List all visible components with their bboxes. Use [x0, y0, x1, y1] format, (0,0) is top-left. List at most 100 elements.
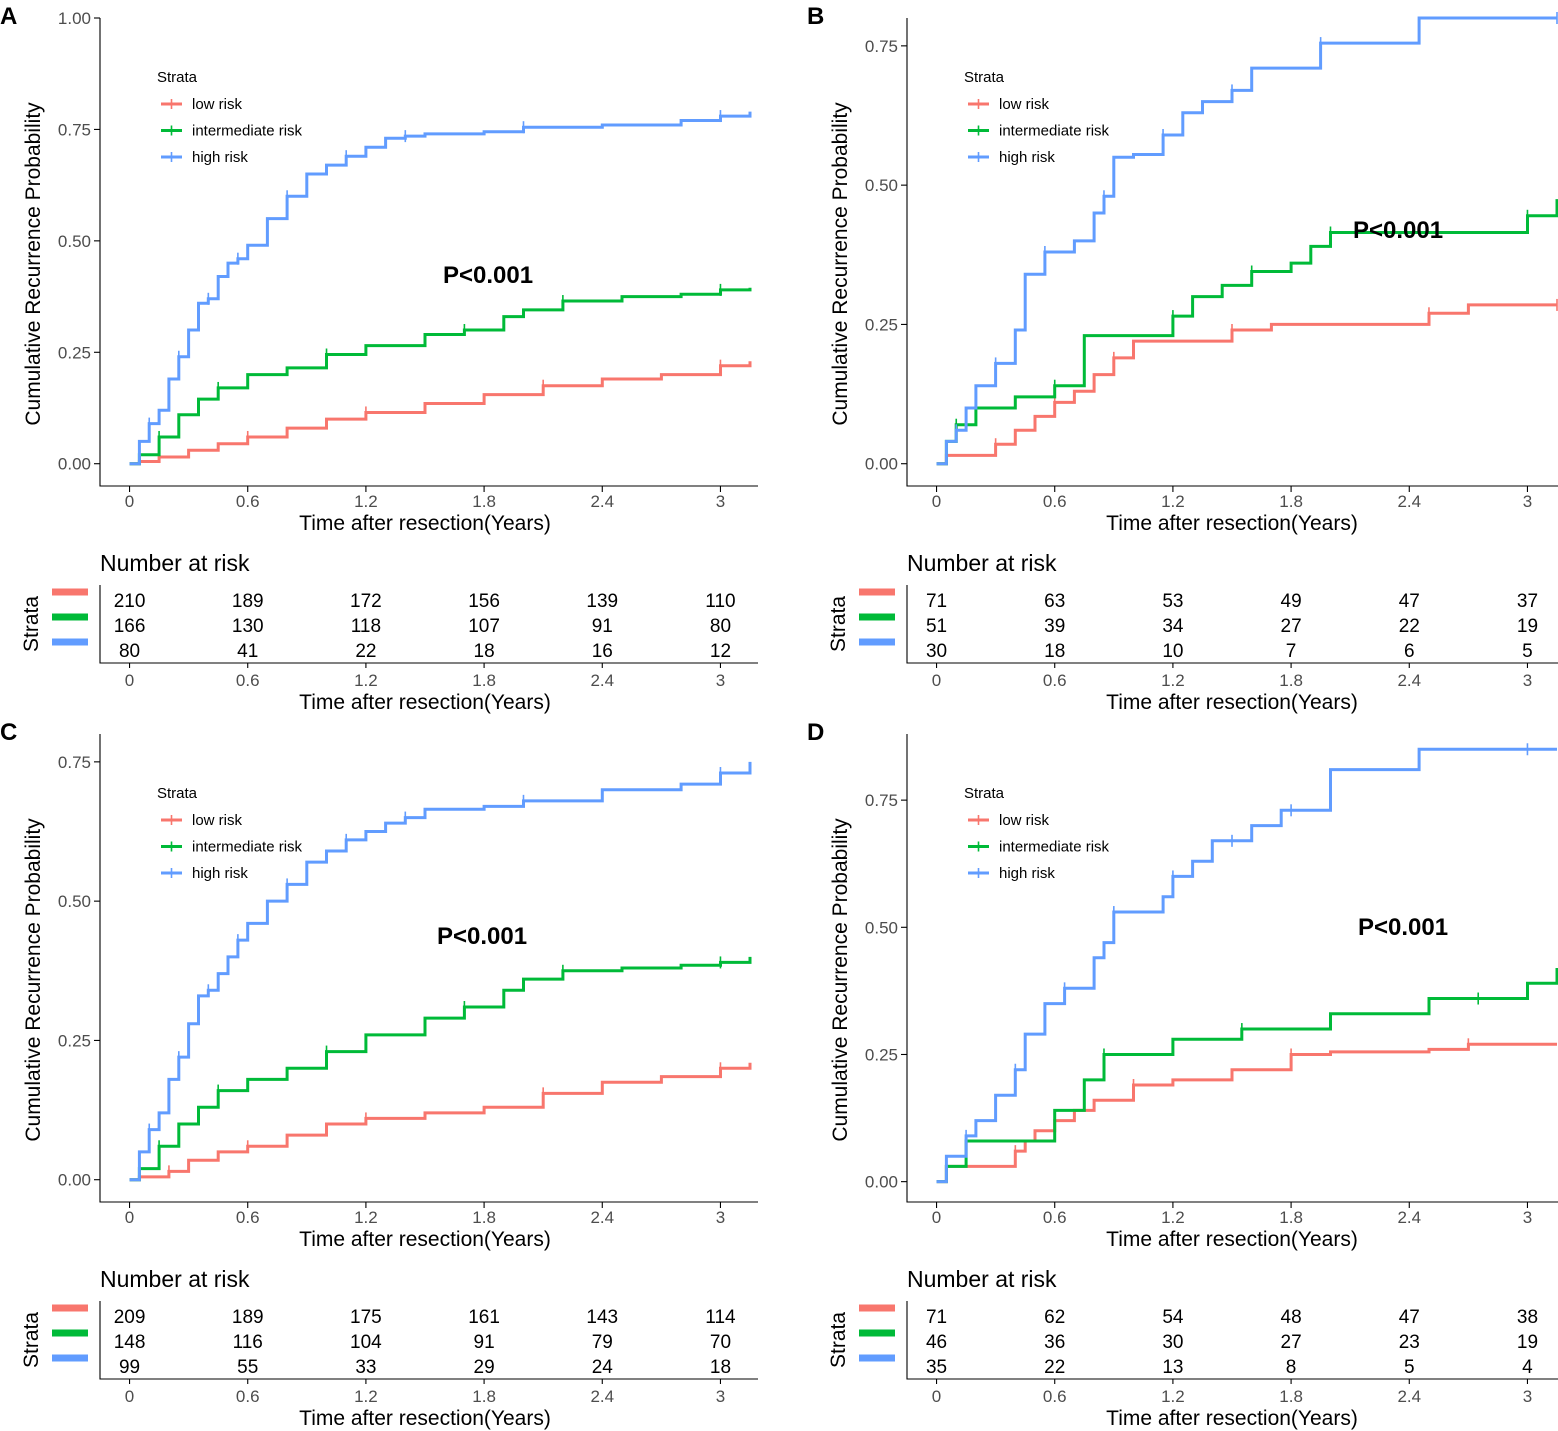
- risk-cell: 10: [1162, 641, 1183, 662]
- risk-cell: 53: [1162, 591, 1183, 612]
- y-tick-label: 0.00: [865, 1173, 898, 1192]
- risk-cell: 175: [350, 1307, 382, 1328]
- x-tick-label: 1.8: [1279, 1208, 1303, 1227]
- risk-table-axes: [906, 1301, 1558, 1380]
- risk-table-axes: [99, 1301, 758, 1380]
- p-value: P<0.001: [437, 923, 527, 950]
- legend-title: Strata: [157, 785, 198, 802]
- risk-cell: 16: [592, 641, 613, 662]
- panel-label: B: [807, 3, 824, 30]
- risk-table-ylabel: Strata: [20, 1312, 43, 1368]
- legend-label: low risk: [999, 812, 1050, 829]
- x-tick-label: 1.2: [1161, 1208, 1185, 1227]
- x-tick-label: 0.6: [1043, 492, 1067, 511]
- y-tick-label: 0.75: [865, 37, 898, 56]
- risk-cell: 47: [1399, 591, 1420, 612]
- risk-x-tick-label: 0.6: [1043, 671, 1067, 690]
- risk-x-tick-label: 3: [716, 1387, 725, 1406]
- risk-cell: 46: [926, 1332, 947, 1353]
- km-curve-intermediate-risk: [129, 287, 752, 466]
- x-tick-label: 1.8: [472, 492, 496, 511]
- risk-table-title: Number at risk: [907, 550, 1057, 576]
- risk-cell: 6: [1404, 641, 1415, 662]
- risk-cell: 55: [237, 1357, 258, 1378]
- legend-label: high risk: [999, 149, 1055, 166]
- risk-cell: 5: [1404, 1357, 1415, 1378]
- risk-cell: 116: [233, 1332, 263, 1353]
- risk-x-tick-label: 3: [1523, 1387, 1532, 1406]
- p-value: P<0.001: [1353, 217, 1443, 244]
- risk-cell: 172: [350, 591, 382, 612]
- risk-cell: 27: [1281, 1332, 1302, 1353]
- risk-x-tick-label: 0.6: [236, 671, 260, 690]
- risk-x-tick-label: 0: [125, 671, 134, 690]
- risk-x-tick-label: 1.2: [354, 1387, 378, 1406]
- x-tick-label: 2.4: [590, 492, 614, 511]
- x-tick-label: 3: [1523, 1208, 1532, 1227]
- risk-cell: 91: [592, 616, 613, 637]
- risk-cell: 104: [350, 1332, 382, 1353]
- risk-cell: 114: [705, 1307, 736, 1328]
- risk-cell: 91: [474, 1332, 495, 1353]
- x-tick-label: 0.6: [236, 492, 260, 511]
- risk-cell: 4: [1522, 1357, 1533, 1378]
- y-tick-label: 0.50: [58, 892, 91, 911]
- y-tick-label: 0.25: [58, 343, 91, 362]
- risk-cell: 210: [114, 591, 146, 612]
- plot-axes: [99, 18, 758, 487]
- risk-x-tick-label: 1.8: [1279, 671, 1303, 690]
- risk-cell: 49: [1281, 591, 1302, 612]
- risk-cell: 33: [355, 1357, 376, 1378]
- risk-cell: 37: [1517, 591, 1538, 612]
- legend-label: intermediate risk: [999, 123, 1110, 140]
- legend-title: Strata: [964, 785, 1005, 802]
- risk-table-axes: [99, 585, 758, 664]
- risk-x-tick-label: 2.4: [590, 1387, 614, 1406]
- risk-cell: 71: [926, 591, 947, 612]
- y-tick-label: 0.25: [58, 1031, 91, 1050]
- x-tick-label: 0: [932, 1208, 941, 1227]
- risk-cell: 19: [1517, 616, 1538, 637]
- y-tick-label: 0.00: [58, 455, 91, 474]
- km-curve-low-risk: [129, 361, 752, 466]
- legend-title: Strata: [157, 69, 198, 86]
- risk-x-tick-label: 1.2: [1161, 671, 1185, 690]
- risk-cell: 7: [1286, 641, 1297, 662]
- y-tick-label: 1.00: [58, 9, 91, 28]
- km-curve-low-risk: [936, 303, 1557, 466]
- risk-cell: 166: [114, 616, 146, 637]
- legend-label: intermediate risk: [192, 839, 303, 856]
- km-curve-low-risk: [936, 1042, 1557, 1184]
- risk-cell: 51: [926, 616, 947, 637]
- risk-table-axes: [906, 585, 1558, 664]
- risk-cell: 156: [468, 591, 500, 612]
- risk-cell: 39: [1044, 616, 1065, 637]
- risk-cell: 107: [468, 616, 500, 637]
- y-tick-label: 0.75: [58, 120, 91, 139]
- risk-x-axis-title: Time after resection(Years): [299, 1407, 551, 1430]
- y-tick-label: 0.75: [865, 791, 898, 810]
- risk-cell: 30: [1162, 1332, 1183, 1353]
- risk-cell: 80: [119, 641, 140, 662]
- plot-axes: [906, 734, 1558, 1203]
- x-axis-title: Time after resection(Years): [1106, 1228, 1358, 1251]
- x-tick-label: 1.2: [354, 1208, 378, 1227]
- legend-label: high risk: [192, 865, 248, 882]
- risk-x-axis-title: Time after resection(Years): [1106, 1407, 1358, 1430]
- risk-cell: 23: [1399, 1332, 1420, 1353]
- y-tick-label: 0.75: [58, 753, 91, 772]
- x-tick-label: 0: [125, 492, 134, 511]
- risk-cell: 54: [1162, 1307, 1184, 1328]
- risk-cell: 22: [1044, 1357, 1065, 1378]
- legend-title: Strata: [964, 69, 1005, 86]
- risk-x-tick-label: 1.8: [1279, 1387, 1303, 1406]
- risk-table-ylabel: Strata: [827, 596, 850, 652]
- x-tick-label: 0: [125, 1208, 134, 1227]
- risk-cell: 22: [1399, 616, 1420, 637]
- x-axis-title: Time after resection(Years): [1106, 512, 1358, 535]
- x-tick-label: 2.4: [590, 1208, 614, 1227]
- risk-cell: 41: [237, 641, 258, 662]
- risk-cell: 34: [1162, 616, 1184, 637]
- risk-cell: 99: [119, 1357, 140, 1378]
- x-axis-title: Time after resection(Years): [299, 512, 551, 535]
